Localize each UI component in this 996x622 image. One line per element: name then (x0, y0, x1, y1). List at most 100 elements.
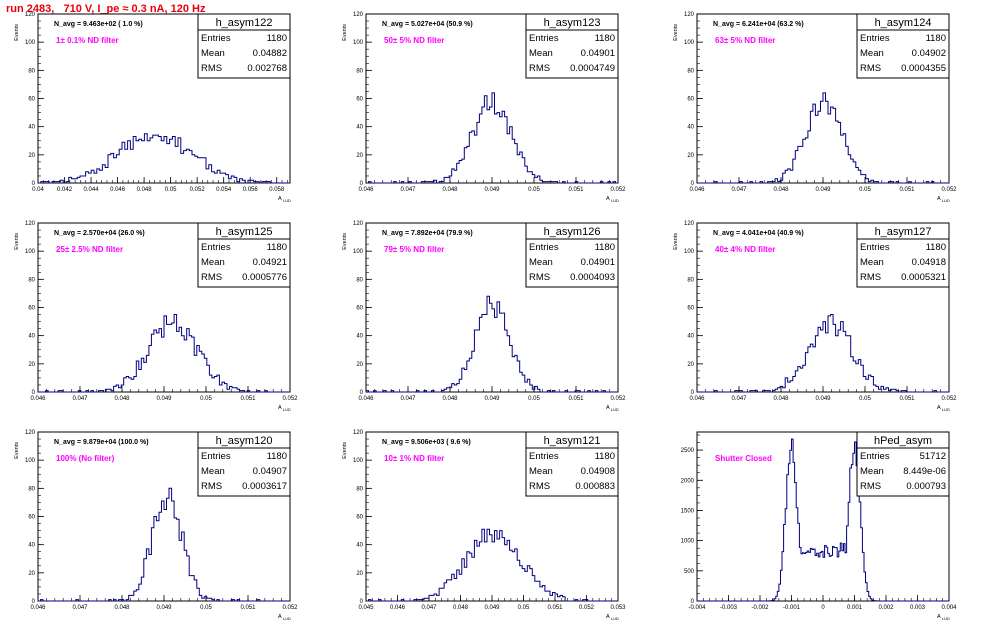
y-axis-title: Events (673, 24, 679, 41)
navg-label: N_avg = 9.879e+04 (100.0 %) (54, 439, 149, 446)
stats-title: h_asym127 (875, 226, 932, 238)
y-tick-label: 40 (356, 334, 363, 340)
y-tick-label: 80 (356, 68, 363, 74)
x-tick-label: 0.046 (110, 187, 126, 193)
navg-label: N_avg = 9.463e+02 ( 1.0 %) (54, 21, 143, 28)
x-tick-label: 0.048 (114, 396, 130, 402)
stats-title: hPed_asym (874, 435, 932, 447)
x-tick-label: 0.047 (731, 396, 747, 402)
stats-key-entries: Entries (860, 451, 890, 462)
stats-key-mean: Mean (201, 48, 225, 59)
y-tick-label: 40 (687, 334, 694, 340)
stats-value-entries: 1180 (595, 451, 615, 462)
stats-body-box (856, 29, 950, 79)
stats-key-rms: RMS (529, 272, 550, 283)
x-tick-label: 0.052 (941, 187, 957, 193)
y-tick-label: 60 (28, 515, 35, 521)
navg-label: N_avg = 6.241e+04 (63.2 %) (713, 21, 804, 28)
x-tick-label: 0.05 (518, 605, 530, 611)
x-tick-label: 0.049 (156, 396, 172, 402)
x-tick-label: 0.046 (30, 605, 46, 611)
stats-key-rms: RMS (860, 272, 881, 283)
x-tick-label: 0.047 (400, 187, 416, 193)
x-tick-label: 0.05 (859, 396, 871, 402)
y-tick-label: 80 (28, 486, 35, 492)
y-tick-label: 80 (356, 277, 363, 283)
histogram-panel-h_asym123: 0 20 40 60 80 100 120 0.046 0.047 0.048 0.049 0.05 0… (342, 12, 626, 203)
stats-value-rms: 0.0003617 (242, 481, 287, 492)
x-tick-label: 0.049 (815, 187, 831, 193)
stats-key-rms: RMS (860, 481, 881, 492)
stats-key-entries: Entries (529, 33, 559, 44)
x-tick-label: 0.047 (421, 605, 437, 611)
stats-key-mean: Mean (860, 257, 884, 268)
x-tick-label: 0.047 (731, 187, 747, 193)
x-tick-label: 0.001 (847, 605, 863, 611)
x-tick-label: 0.05 (165, 187, 177, 193)
stats-value-mean: 0.04907 (253, 466, 287, 477)
x-tick-label: 0.052 (610, 396, 626, 402)
y-tick-label: 60 (687, 97, 694, 103)
y-tick-label: 20 (28, 362, 35, 368)
y-tick-label: 60 (687, 306, 694, 312)
x-tick-label: 0.053 (610, 605, 626, 611)
x-tick-label: 0.046 (358, 187, 374, 193)
x-tick-label: 0.049 (815, 396, 831, 402)
navg-label: N_avg = 7.892e+04 (79.9 %) (382, 230, 473, 237)
x-tick-label: 0.042 (57, 187, 73, 193)
stats-value-rms: 0.000793 (906, 481, 946, 492)
stats-key-entries: Entries (529, 242, 559, 253)
x-tick-label: 0.056 (243, 187, 259, 193)
histogram-line (38, 487, 290, 602)
histogram-panel-h_asym121: 0 20 40 60 80 100 120 0.045 0.046 0.047 0.048 0.049… (342, 430, 626, 621)
stats-key-entries: Entries (201, 242, 231, 253)
y-tick-label: 120 (684, 221, 695, 227)
x-tick-label: 0.051 (568, 187, 584, 193)
x-tick-label: 0.058 (269, 187, 285, 193)
y-axis-title: Events (342, 233, 348, 250)
x-tick-label: 0.002 (878, 605, 894, 611)
y-tick-label: 60 (28, 306, 35, 312)
stats-body-box (197, 238, 291, 288)
y-tick-label: 0 (32, 599, 36, 605)
stats-key-mean: Mean (529, 466, 553, 477)
filter-label: Shutter Closed (715, 454, 772, 463)
x-axis-title: A LUD (606, 614, 619, 621)
histogram-line (697, 92, 949, 184)
y-tick-label: 40 (28, 543, 35, 549)
stats-value-rms: 0.0004093 (570, 272, 615, 283)
histogram-panel-h_asym120: 0 20 40 60 80 100 120 0.046 0.047 0.048 0.049 0.05 0… (14, 430, 298, 621)
stats-body-box (197, 447, 291, 497)
x-tick-label: -0.004 (688, 605, 706, 611)
y-tick-label: 0 (691, 181, 695, 187)
stats-value-rms: 0.0004355 (901, 63, 946, 74)
y-axis-title: Events (342, 24, 348, 41)
x-axis-title: A LUD (937, 196, 950, 203)
x-axis-title: A LUD (937, 405, 950, 412)
stats-key-entries: Entries (529, 451, 559, 462)
y-tick-label: 0 (360, 390, 364, 396)
y-tick-label: 40 (687, 125, 694, 131)
y-axis-title: Events (673, 233, 679, 250)
filter-label: 100% (No filter) (56, 454, 115, 463)
stats-key-mean: Mean (201, 466, 225, 477)
stats-value-rms: 0.0004749 (570, 63, 615, 74)
histogram-line (697, 314, 949, 393)
stats-key-rms: RMS (860, 63, 881, 74)
stats-key-entries: Entries (201, 33, 231, 44)
histogram-panel-h_asym122: 0 20 40 60 80 100 120 0.04 0.042 0.044 0.046 0.048 0… (14, 12, 291, 203)
histogram-panel-h_asym126: 0 20 40 60 80 100 120 0.046 0.047 0.048 0.049 0.05 0… (342, 221, 626, 412)
stats-value-mean: 8.449e-06 (903, 466, 946, 477)
y-tick-label: 0 (360, 181, 364, 187)
stats-key-mean: Mean (860, 48, 884, 59)
stats-value-mean: 0.04908 (581, 466, 615, 477)
stats-key-rms: RMS (201, 481, 222, 492)
y-tick-label: 500 (684, 569, 695, 575)
x-tick-label: 0.051 (240, 605, 256, 611)
x-tick-label: 0.046 (358, 396, 374, 402)
y-tick-label: 60 (356, 97, 363, 103)
filter-label: 50± 5% ND filter (384, 36, 444, 45)
x-tick-label: 0.044 (84, 187, 100, 193)
x-tick-label: 0.047 (72, 605, 88, 611)
y-tick-label: 120 (684, 12, 695, 18)
